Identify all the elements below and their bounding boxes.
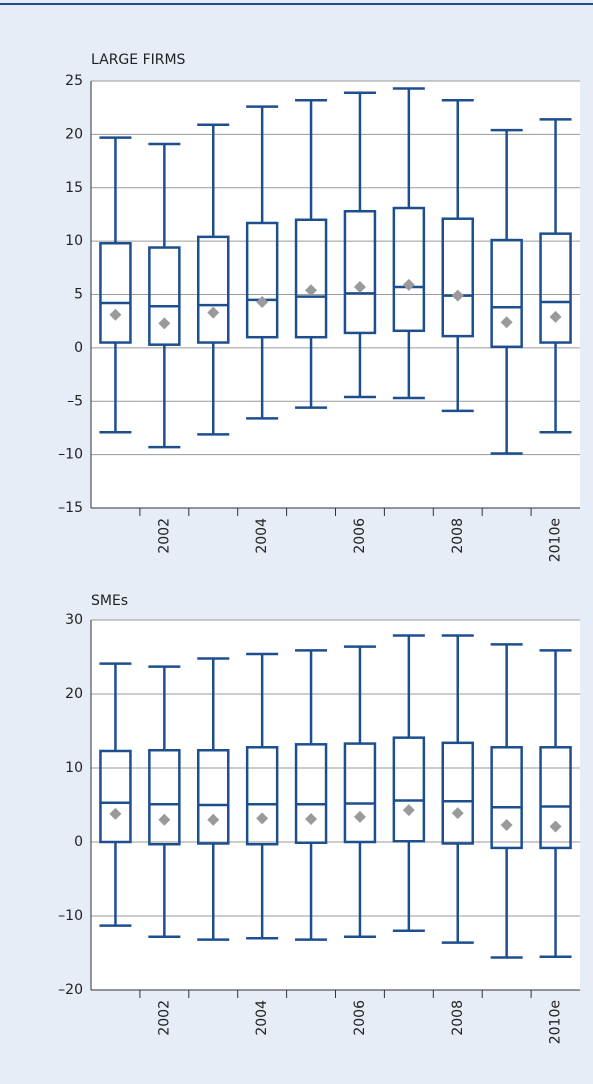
box bbox=[539, 232, 572, 344]
mean-marker bbox=[402, 278, 415, 291]
x-tick-label: 2008 bbox=[450, 518, 466, 554]
box bbox=[343, 742, 377, 844]
mean-marker bbox=[451, 289, 464, 302]
mean-marker bbox=[500, 818, 513, 831]
y-tick-label: –20 bbox=[58, 982, 83, 998]
box bbox=[197, 748, 230, 845]
box bbox=[99, 749, 132, 844]
y-tick-label: 10 bbox=[65, 233, 83, 249]
mean-marker bbox=[353, 281, 366, 294]
x-tick-label: 2008 bbox=[450, 1000, 466, 1036]
y-tick-label: –10 bbox=[58, 908, 83, 924]
box bbox=[148, 748, 181, 846]
box bbox=[99, 242, 132, 344]
mean-marker bbox=[207, 306, 220, 319]
chart-title: LARGE FIRMS bbox=[91, 52, 186, 68]
box bbox=[441, 217, 474, 338]
mean-marker bbox=[109, 807, 122, 820]
y-tick-label: 30 bbox=[65, 612, 83, 628]
y-tick-label: 20 bbox=[65, 126, 83, 142]
x-tick-label: 2010e bbox=[548, 518, 564, 562]
y-tick-label: 20 bbox=[65, 686, 83, 702]
box bbox=[148, 246, 181, 346]
box bbox=[294, 743, 328, 844]
box bbox=[245, 746, 279, 846]
mean-marker bbox=[109, 308, 122, 321]
y-tick-label: 25 bbox=[65, 73, 83, 89]
mean-marker bbox=[549, 310, 562, 323]
mean-marker bbox=[256, 812, 269, 825]
mean-marker bbox=[207, 813, 220, 826]
x-tick-label: 2006 bbox=[352, 1000, 368, 1036]
mean-marker bbox=[353, 810, 366, 823]
box bbox=[197, 235, 230, 344]
y-tick-label: –10 bbox=[58, 447, 83, 463]
box bbox=[392, 736, 426, 843]
y-tick-label: 0 bbox=[74, 834, 83, 850]
y-tick-label: 0 bbox=[74, 340, 83, 356]
x-tick-label: 2006 bbox=[352, 518, 368, 554]
top-rule bbox=[0, 3, 593, 5]
box bbox=[490, 238, 523, 349]
y-tick-label: 5 bbox=[74, 287, 83, 303]
box bbox=[245, 221, 279, 339]
mean-marker bbox=[158, 317, 171, 330]
y-tick-label: 15 bbox=[65, 180, 83, 196]
x-tick-label: 2004 bbox=[254, 1000, 270, 1036]
x-tick-label: 2004 bbox=[254, 518, 270, 554]
mean-marker bbox=[402, 804, 415, 817]
mean-marker bbox=[256, 295, 269, 308]
chart-title: SMEs bbox=[91, 593, 128, 609]
box bbox=[343, 209, 377, 335]
mean-marker bbox=[305, 813, 318, 826]
box bbox=[490, 746, 523, 850]
x-tick-label: 2010e bbox=[548, 1000, 564, 1044]
box bbox=[441, 741, 474, 845]
x-tick-label: 2002 bbox=[156, 1000, 172, 1036]
mean-marker bbox=[500, 316, 513, 329]
y-tick-label: –5 bbox=[67, 393, 83, 409]
mean-marker bbox=[451, 807, 464, 820]
mean-marker bbox=[549, 820, 562, 833]
box bbox=[294, 218, 328, 339]
y-tick-label: –15 bbox=[58, 500, 83, 516]
mean-marker bbox=[305, 284, 318, 297]
y-tick-label: 10 bbox=[65, 760, 83, 776]
mean-marker bbox=[158, 813, 171, 826]
box bbox=[392, 206, 426, 333]
x-tick-label: 2002 bbox=[156, 518, 172, 554]
box bbox=[539, 746, 572, 850]
